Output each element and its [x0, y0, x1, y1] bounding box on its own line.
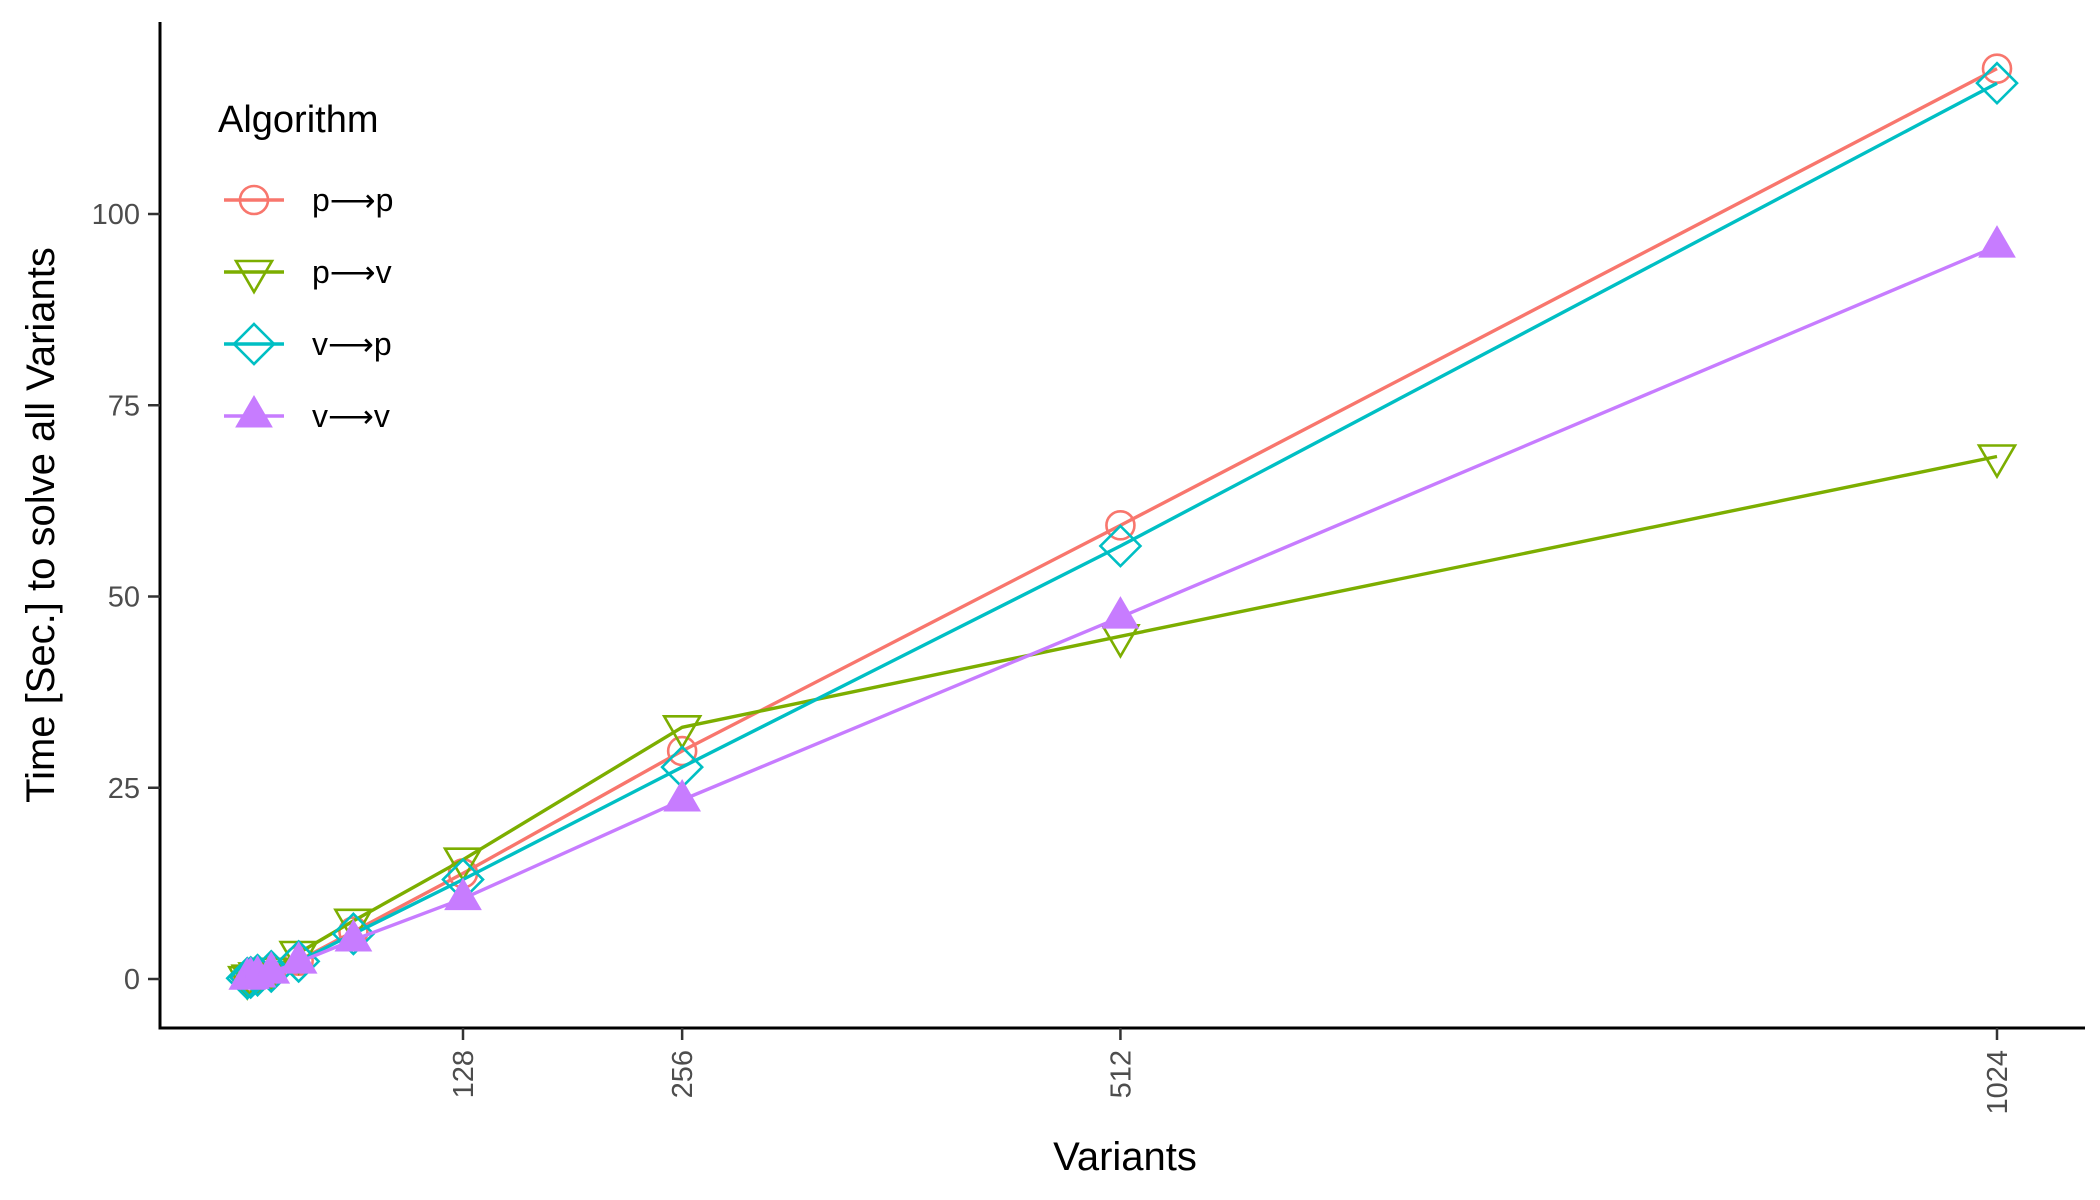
legend-label: v⟶p	[312, 326, 392, 362]
y-tick-label: 25	[108, 773, 140, 805]
axes	[158, 22, 2085, 1030]
y-axis-title: Time [Sec.] to solve all Variants	[19, 247, 63, 803]
data-point	[331, 912, 376, 956]
data-point	[279, 941, 318, 974]
data-point	[1981, 53, 2013, 84]
ticks: 0 25 50 75 100 128 256 512 1024	[92, 199, 2014, 1115]
data-point	[442, 847, 484, 883]
legend-key-marker	[232, 322, 276, 366]
data-point	[661, 715, 703, 750]
x-tick-label: 256	[667, 1050, 699, 1098]
legend-label: v⟶v	[312, 398, 390, 434]
legend-key-marker	[238, 184, 270, 216]
series-line	[246, 454, 1998, 980]
legend-item: p⟶v	[224, 254, 392, 295]
y-tick-label: 75	[108, 390, 140, 422]
data-point	[444, 877, 482, 911]
x-axis-title: Variants	[1053, 1135, 1197, 1179]
legend: Algorithm p⟶p p⟶v v⟶p v⟶v	[218, 99, 393, 434]
y-tick-label: 0	[124, 964, 140, 996]
x-tick-label: 1024	[1982, 1050, 2014, 1115]
data-point	[1101, 596, 1140, 629]
data-point	[252, 951, 291, 984]
legend-item: v⟶v	[224, 395, 390, 434]
series-layer	[225, 53, 2019, 1001]
y-tick-label: 100	[92, 199, 140, 231]
data-point	[1098, 524, 1143, 568]
series-line	[246, 67, 1998, 980]
legend-item: v⟶p	[224, 322, 392, 366]
data-point	[1975, 61, 2019, 106]
x-tick-label: 512	[1105, 1050, 1137, 1098]
legend-key-marker	[235, 395, 273, 428]
x-tick-label: 128	[448, 1050, 480, 1098]
data-point	[1105, 510, 1136, 541]
data-point	[333, 908, 374, 944]
data-point	[1978, 225, 2016, 258]
legend-items: p⟶p p⟶v v⟶p v⟶v	[224, 182, 393, 434]
series-line	[246, 81, 1998, 980]
legend-label: p⟶p	[312, 182, 393, 218]
series-1	[231, 53, 2013, 994]
series-3	[225, 61, 2019, 1001]
y-tick-label: 50	[108, 582, 140, 614]
data-point	[1100, 623, 1141, 659]
data-point	[666, 735, 698, 767]
data-point	[1976, 444, 2018, 480]
data-point	[334, 918, 373, 952]
data-point	[276, 939, 321, 984]
data-point	[663, 778, 702, 812]
legend-item: p⟶p	[224, 182, 393, 218]
legend-key-marker	[233, 259, 275, 295]
series-4	[228, 225, 2016, 990]
legend-title: Algorithm	[218, 99, 379, 141]
legend-label: p⟶v	[312, 254, 392, 290]
